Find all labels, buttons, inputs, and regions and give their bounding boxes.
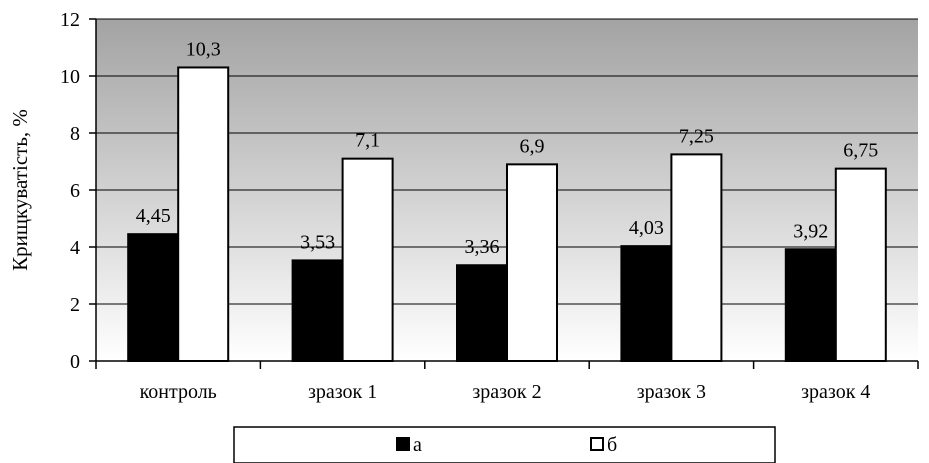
x-tick-label: зразок 3 <box>637 381 706 403</box>
data-label: 6,9 <box>520 135 545 157</box>
y-tick-label: 2 <box>70 294 80 316</box>
legend-label: б <box>607 434 617 456</box>
legend-box <box>233 426 776 463</box>
data-label: 7,25 <box>679 125 714 147</box>
data-labels: 4,45 10,3 3,53 7,1 3,36 6,9 4,03 7,25 3,92 6,75 <box>136 38 879 258</box>
x-tick-labels: контроль зразок 1 зразок 2 зразок 3 зразок 4 <box>140 381 871 403</box>
bar-b <box>506 163 558 362</box>
y-tick-label: 10 <box>60 66 80 88</box>
y-tick-label: 8 <box>70 123 80 145</box>
bar-a <box>784 248 837 362</box>
data-label: 3,36 <box>465 236 500 258</box>
x-tick-label: зразок 1 <box>308 381 377 403</box>
data-label: 4,03 <box>629 217 664 239</box>
bar-b <box>670 153 723 362</box>
data-label: 10,3 <box>186 38 221 60</box>
legend-swatch-b <box>590 437 604 451</box>
y-tick-label: 12 <box>60 9 80 31</box>
bar-a <box>291 259 344 362</box>
data-label: 7,1 <box>355 130 380 152</box>
bar-a <box>127 233 180 362</box>
data-label: 3,92 <box>793 220 828 242</box>
bar-a <box>456 264 508 362</box>
legend-swatch-a <box>396 437 410 451</box>
x-tick-label: зразок 2 <box>472 381 541 403</box>
bars <box>127 66 887 363</box>
legend-label: а <box>413 434 422 456</box>
axes <box>89 18 919 369</box>
bar-b <box>341 157 394 362</box>
y-tick-label: 6 <box>70 180 80 202</box>
y-tick-label: 0 <box>70 351 80 373</box>
y-tick-labels: 0 2 4 6 8 10 12 <box>60 9 80 373</box>
data-label: 6,75 <box>843 140 878 162</box>
bar-a <box>620 245 673 363</box>
bar-b <box>834 167 887 362</box>
y-axis-label: Крищкуватість, % <box>8 109 32 271</box>
x-tick-label: зразок 4 <box>801 381 870 403</box>
x-tick-label: контроль <box>140 381 217 403</box>
data-label: 4,45 <box>136 205 171 227</box>
y-tick-label: 4 <box>70 237 80 259</box>
bar-b <box>177 66 230 362</box>
data-label: 3,53 <box>300 231 335 253</box>
